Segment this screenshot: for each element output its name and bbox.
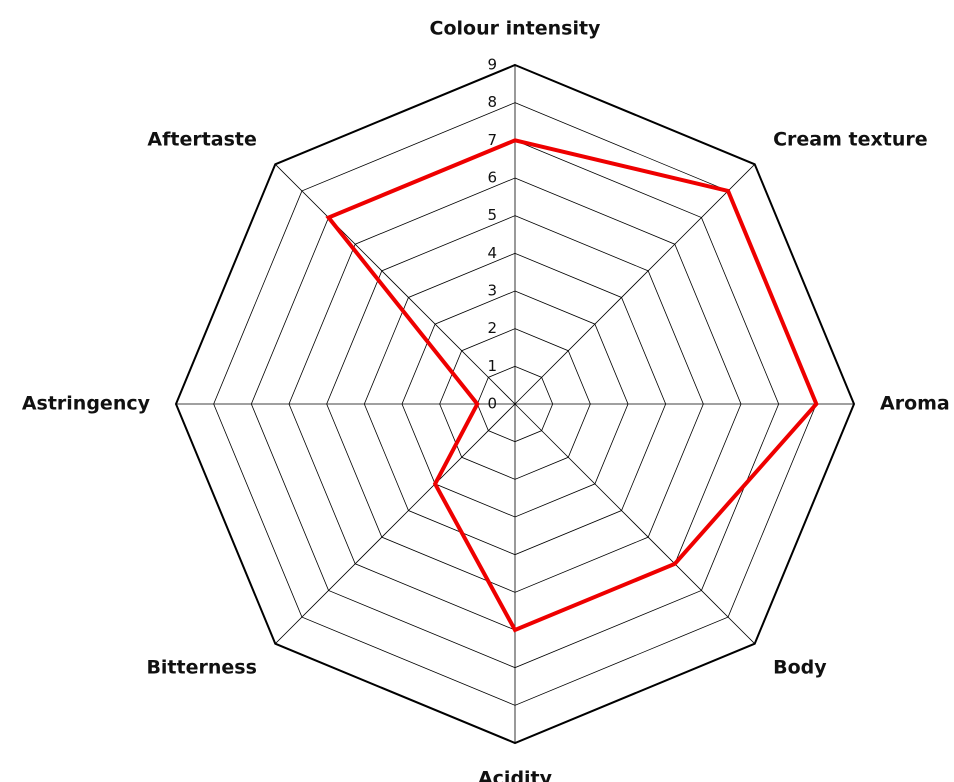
category-label: Cream texture	[773, 129, 928, 151]
spoke	[514, 164, 755, 405]
spoke	[514, 403, 755, 644]
category-label: Colour intensity	[430, 18, 602, 40]
r-tick-label: 5	[487, 206, 497, 224]
category-label: Body	[773, 656, 827, 678]
category-label: Acidity	[478, 768, 553, 782]
spoke	[275, 403, 516, 644]
category-label: Aftertaste	[147, 129, 257, 151]
r-tick-label: 8	[487, 93, 497, 111]
r-tick-label: 7	[487, 131, 497, 149]
r-tick-label: 0	[487, 395, 497, 413]
r-tick-label: 4	[487, 244, 497, 262]
r-tick-label: 2	[487, 319, 497, 337]
category-label: Aroma	[880, 393, 950, 415]
category-label: Bitterness	[146, 656, 256, 678]
category-label: Astringency	[22, 393, 151, 415]
r-tick-label: 9	[487, 56, 497, 74]
r-tick-label: 1	[487, 357, 497, 375]
series-line	[325, 138, 819, 633]
spoke	[275, 164, 516, 405]
r-tick-label: 6	[487, 169, 497, 187]
r-tick-label: 3	[487, 282, 497, 300]
